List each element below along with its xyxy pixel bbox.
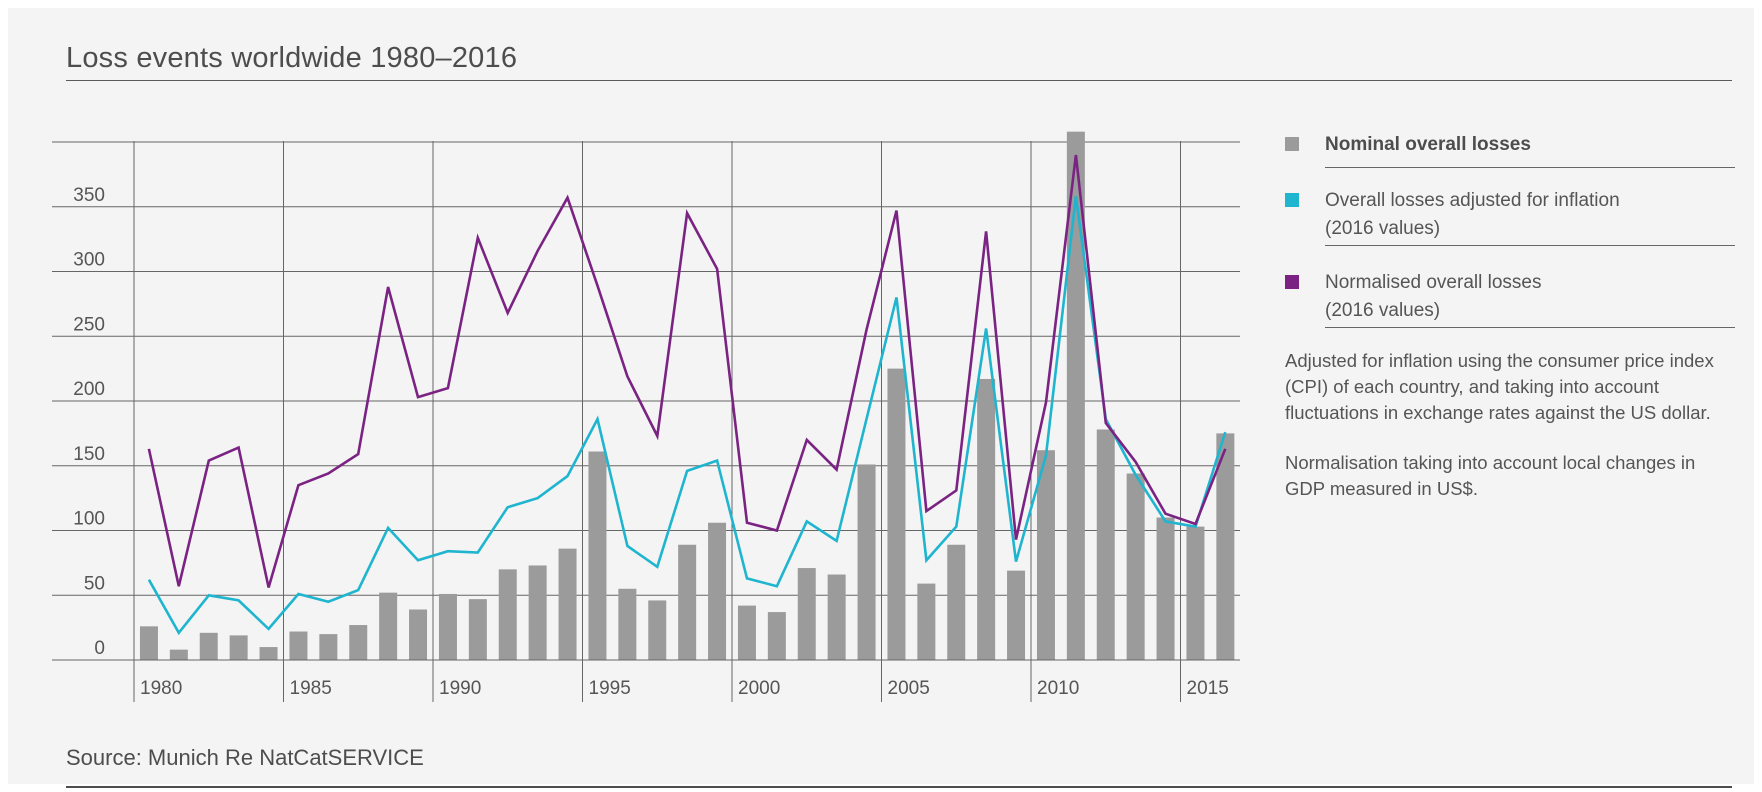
legend-item-inflation: Overall losses adjusted for inflation (2… (1285, 186, 1735, 246)
bar-nominal-losses (977, 378, 996, 660)
note-gdp: Normalisation taking into account local … (1285, 452, 1696, 499)
x-tick-label: 1980 (140, 678, 182, 699)
legend-divider (1325, 245, 1735, 246)
bar-nominal-losses (259, 647, 278, 660)
legend-sublabel-inflation: (2016 values) (1325, 218, 1441, 239)
y-tick-label: 50 (84, 573, 105, 594)
legend-swatch-inflation (1285, 193, 1299, 207)
legend-divider (1325, 167, 1735, 168)
chart-title: Loss events worldwide 1980–2016 (66, 42, 518, 74)
legend: Nominal overall losses Overall losses ad… (1285, 130, 1735, 502)
bar-nominal-losses (199, 632, 218, 660)
bar-nominal-losses (379, 592, 398, 660)
bar-nominal-losses (438, 593, 457, 660)
bar-nominal-losses (1096, 429, 1115, 660)
y-tick-label: 300 (73, 250, 105, 271)
bar-nominal-losses (319, 634, 338, 660)
title-divider (66, 80, 1732, 81)
bar-nominal-losses (558, 548, 577, 660)
y-tick-label: 250 (73, 314, 105, 335)
bar-nominal-losses (797, 568, 816, 660)
bar-nominal-losses (857, 464, 876, 660)
bar-nominal-losses (947, 544, 966, 660)
source-divider (66, 786, 1732, 788)
bar-nominal-losses (648, 600, 667, 660)
bar-nominal-losses (588, 451, 607, 660)
bar-nominal-losses (1036, 450, 1055, 660)
bar-nominal-losses (1066, 131, 1085, 660)
y-tick-label: 200 (73, 379, 105, 400)
legend-swatch-nominal (1285, 137, 1299, 151)
line-normalised (147, 154, 1227, 588)
source-text: Source: Munich Re NatCatSERVICE (66, 745, 424, 770)
x-tick-label: 1990 (439, 678, 481, 699)
bar-nominal-losses (678, 544, 697, 660)
line-inflation-adjusted (147, 196, 1227, 636)
bar-nominal-losses (1216, 433, 1235, 660)
legend-item-normalised: Normalised overall losses (2016 values) (1285, 268, 1735, 328)
legend-sublabel-normalised: (2016 values) (1325, 300, 1441, 321)
x-tick-label: 1985 (290, 678, 332, 699)
bar-nominal-losses (349, 625, 368, 660)
bar-nominal-losses (1186, 526, 1205, 660)
bar-nominal-losses (409, 609, 428, 660)
x-tick-label: 1995 (589, 678, 631, 699)
bar-nominal-losses (737, 605, 756, 660)
bar-nominal-losses (618, 588, 637, 660)
bar-nominal-losses (887, 368, 906, 660)
legend-label-nominal: Nominal overall losses (1325, 134, 1531, 155)
x-tick-label: 2015 (1187, 678, 1229, 699)
y-tick-label: 150 (73, 444, 105, 465)
bar-nominal-losses (528, 565, 547, 660)
x-tick-label: 2005 (888, 678, 930, 699)
bar-nominal-losses (468, 599, 487, 660)
y-tick-label: 100 (73, 509, 105, 530)
bar-nominal-losses (1007, 570, 1026, 660)
note-cpi: Adjusted for inflation using the consume… (1285, 350, 1714, 423)
y-tick-label: 350 (73, 185, 105, 206)
x-tick-label: 2000 (738, 678, 780, 699)
legend-item-nominal: Nominal overall losses (1285, 130, 1735, 168)
legend-divider (1325, 327, 1735, 328)
bar-nominal-losses (767, 612, 786, 660)
bar-nominal-losses (139, 626, 158, 660)
bar-nominal-losses (917, 583, 936, 660)
bar-nominal-losses (708, 522, 727, 660)
y-tick-label: 0 (94, 638, 105, 659)
x-tick-label: 2010 (1037, 678, 1079, 699)
bar-nominal-losses (169, 649, 188, 660)
legend-label-normalised: Normalised overall losses (1325, 272, 1542, 293)
legend-swatch-normalised (1285, 275, 1299, 289)
bar-nominal-losses (827, 574, 846, 660)
legend-label-inflation: Overall losses adjusted for inflation (1325, 190, 1620, 211)
bar-nominal-losses (229, 635, 248, 660)
bar-nominal-losses (1126, 473, 1145, 660)
bar-nominal-losses (498, 569, 517, 660)
bar-nominal-losses (1156, 517, 1175, 660)
bar-nominal-losses (289, 631, 308, 660)
